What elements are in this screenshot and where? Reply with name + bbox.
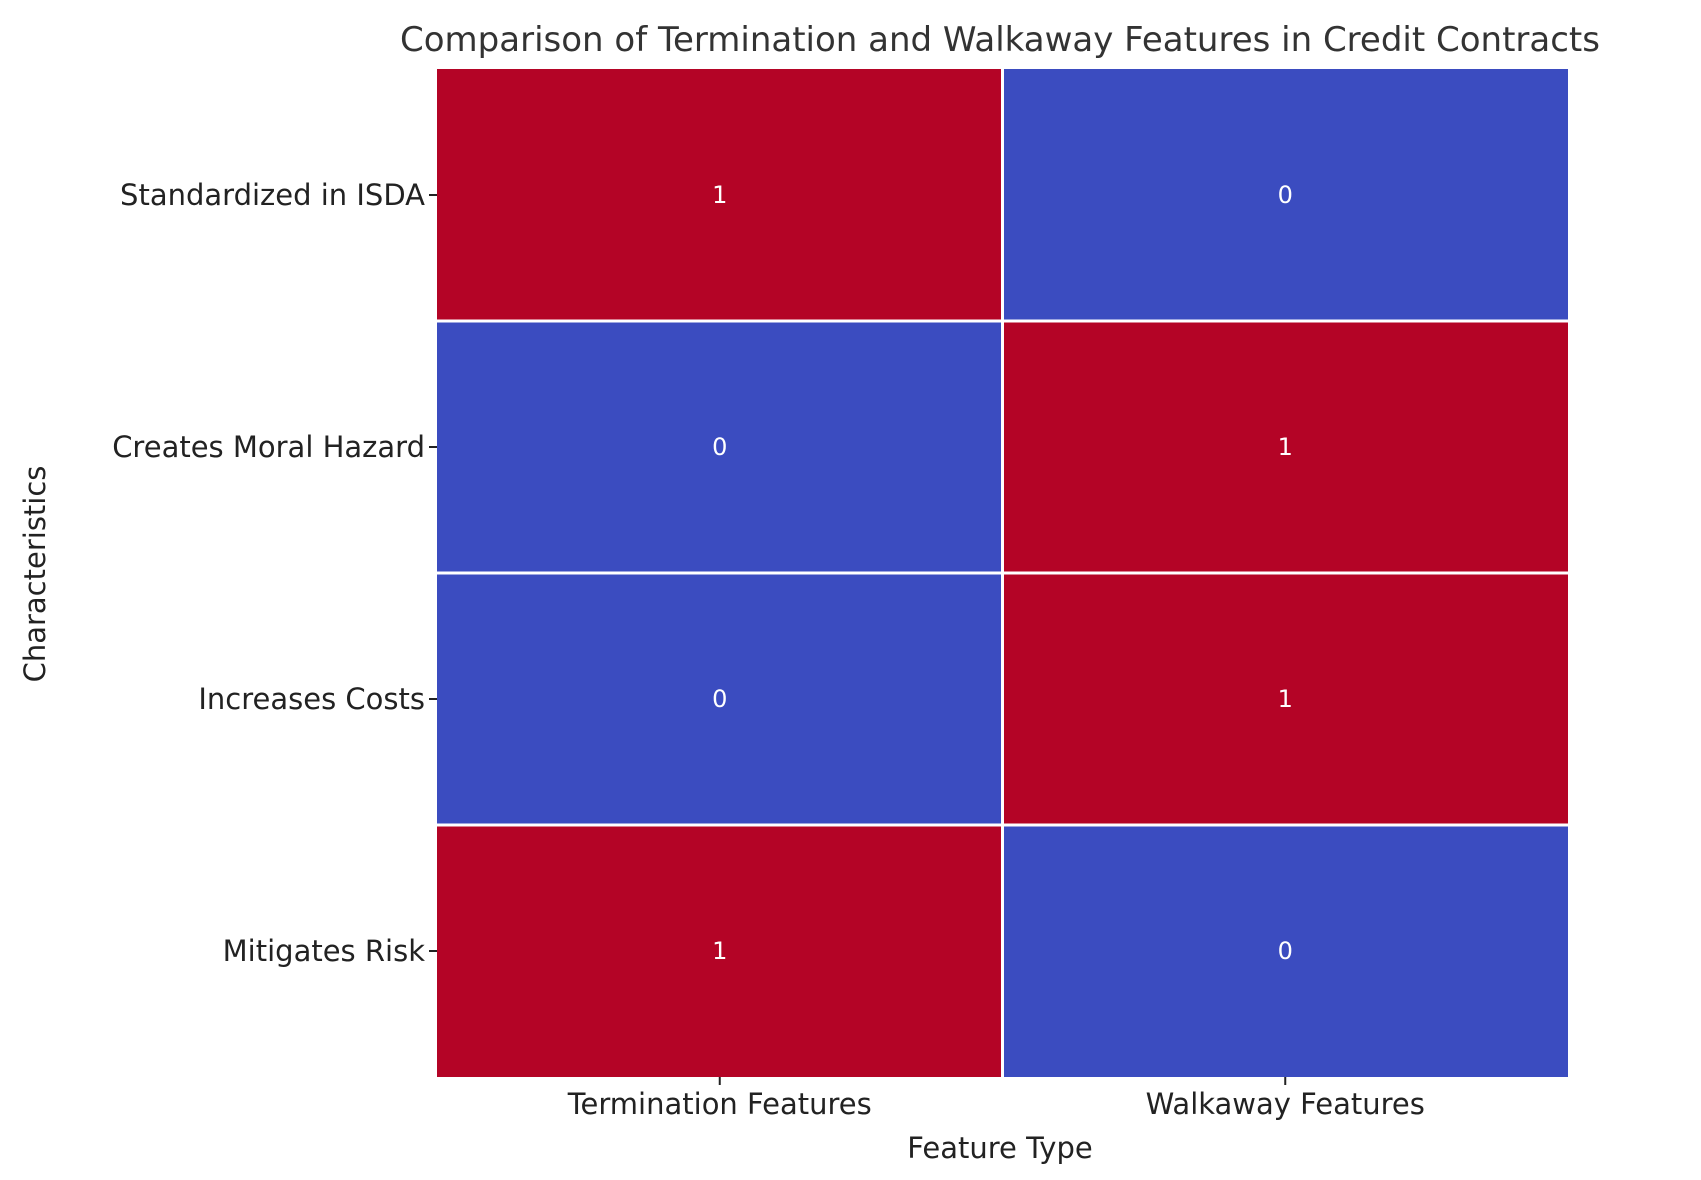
x-axis-ticks: Termination Features Walkaway Features	[567, 1077, 1425, 1121]
chart-title: Comparison of Termination and Walkaway F…	[400, 20, 1600, 60]
y-tick-label: Standardized in ISDA	[120, 178, 425, 212]
cell-value-label: 1	[712, 937, 727, 965]
cell-value-label: 0	[1278, 937, 1293, 965]
cell-value-label: 1	[1278, 685, 1293, 713]
heatmap-cell	[1002, 321, 1568, 573]
y-axis-ticks: Standardized in ISDA Creates Moral Hazard…	[112, 178, 437, 968]
y-tick-label: Increases Costs	[198, 682, 425, 716]
heatmap-cell	[437, 69, 1003, 321]
y-axis-label: Characteristics	[18, 466, 52, 683]
heatmap-cell	[1002, 573, 1568, 825]
y-tick-label: Creates Moral Hazard	[112, 430, 425, 464]
x-tick-label: Walkaway Features	[1146, 1087, 1425, 1121]
cell-value-label: 0	[712, 433, 727, 461]
heatmap-cell	[437, 825, 1003, 1077]
heatmap-cell	[1002, 825, 1568, 1077]
cell-value-label: 1	[1278, 433, 1293, 461]
heatmap-cells	[437, 69, 1568, 1077]
y-tick-label: Mitigates Risk	[223, 934, 426, 968]
heatmap-cell	[437, 321, 1003, 573]
heatmap-cell	[1002, 69, 1568, 321]
cell-value-label: 0	[712, 685, 727, 713]
x-axis-label: Feature Type	[907, 1131, 1092, 1165]
heatmap-cell	[437, 573, 1003, 825]
cell-value-label: 1	[712, 181, 727, 209]
cell-dividers	[437, 69, 1568, 1077]
x-tick-label: Termination Features	[567, 1087, 872, 1121]
cell-value-label: 0	[1278, 181, 1293, 209]
cell-value-labels: 1 0 0 1 0 1 1 0	[712, 181, 1293, 965]
